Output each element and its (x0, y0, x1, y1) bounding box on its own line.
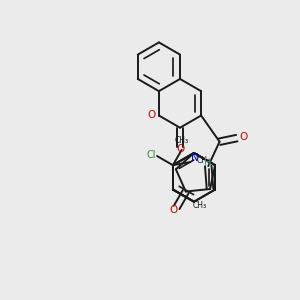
Text: Cl: Cl (147, 150, 156, 160)
Text: CH₃: CH₃ (175, 136, 189, 145)
Text: CH₃: CH₃ (193, 201, 207, 210)
Text: N: N (191, 153, 199, 163)
Text: CH₃: CH₃ (197, 156, 211, 165)
Text: O: O (169, 205, 178, 215)
Text: O: O (176, 144, 184, 154)
Text: O: O (239, 132, 248, 142)
Text: H: H (204, 158, 212, 168)
Text: O: O (148, 110, 156, 120)
